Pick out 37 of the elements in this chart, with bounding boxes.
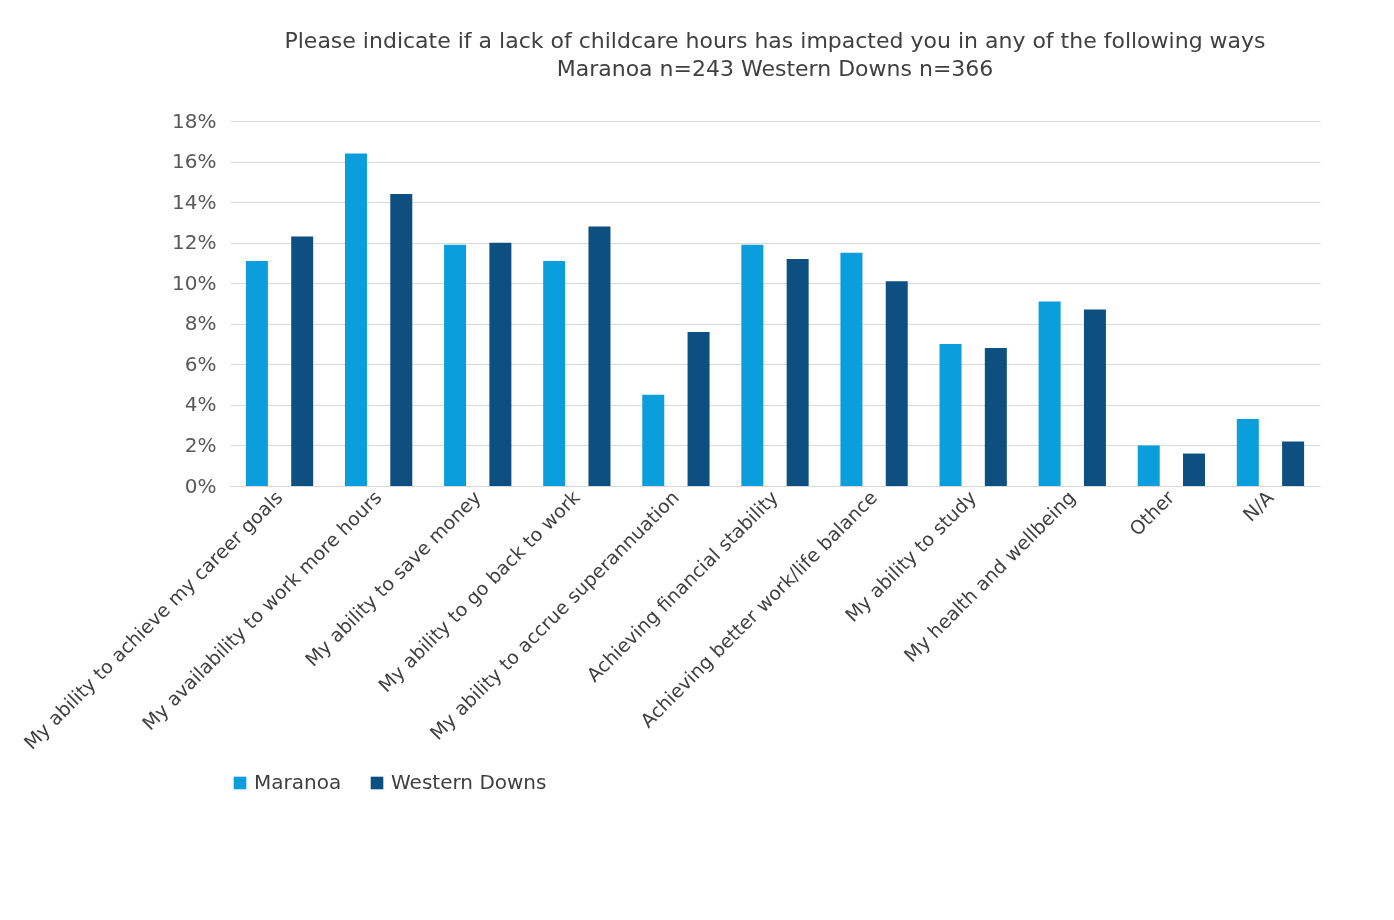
y-tick-label: 2% xyxy=(184,432,217,457)
y-tick-label: 6% xyxy=(184,351,217,376)
y-tick-label: 18% xyxy=(172,108,217,133)
y-tick-label: 16% xyxy=(172,149,217,174)
bar xyxy=(687,331,710,486)
bar xyxy=(984,348,1007,486)
bar xyxy=(885,281,908,486)
bar xyxy=(390,194,413,486)
bar xyxy=(840,252,863,486)
chart-title: Please indicate if a lack of childcare hours has impacted you in any of the following ways xyxy=(284,28,1266,53)
bar xyxy=(741,244,764,486)
bar xyxy=(642,394,665,486)
bar xyxy=(291,236,314,486)
bar xyxy=(1038,301,1061,486)
chart-subtitle: Maranoa n=243 Western Downs n=366 xyxy=(556,56,994,81)
y-tick-label: 8% xyxy=(184,311,217,336)
bar xyxy=(543,260,566,486)
bar xyxy=(1236,419,1259,486)
y-tick-label: 12% xyxy=(172,230,217,255)
bar xyxy=(1183,453,1206,486)
y-tick-label: 0% xyxy=(184,473,217,498)
bar xyxy=(1083,309,1106,486)
y-tick-label: 14% xyxy=(172,189,217,214)
bar xyxy=(344,153,367,486)
bar xyxy=(1282,441,1305,486)
y-tick-label: 4% xyxy=(184,392,217,417)
bar xyxy=(444,244,467,486)
x-tick-label: N/A xyxy=(1238,486,1278,526)
y-tick-label: 10% xyxy=(172,270,217,295)
bar xyxy=(245,260,268,486)
bar xyxy=(939,344,962,486)
legend-label: Maranoa xyxy=(254,770,342,794)
bar xyxy=(489,242,512,486)
bar xyxy=(786,258,809,486)
bar xyxy=(1137,445,1160,486)
bar xyxy=(588,226,611,486)
legend-label: Western Downs xyxy=(391,770,547,794)
